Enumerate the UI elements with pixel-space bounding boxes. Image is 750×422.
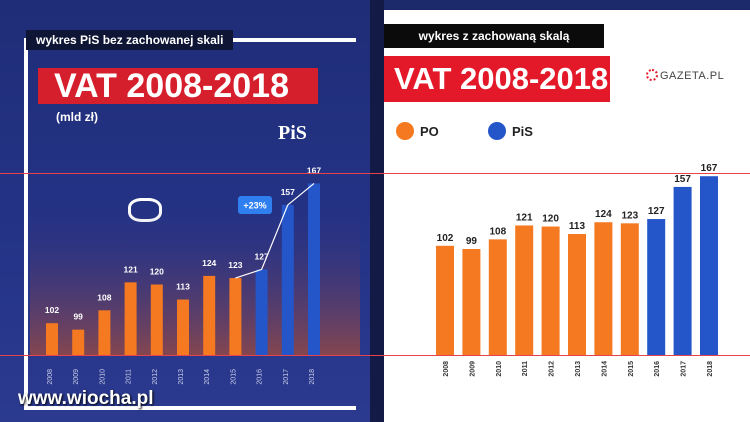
- right-bar-2016: [647, 219, 666, 355]
- right-value-label-2013: 113: [569, 221, 586, 232]
- right-chart: 102 2008 99 2009 108 2010 121 2011 120 2012 113 201…: [436, 163, 718, 377]
- right-value-label-2018: 167: [701, 163, 718, 174]
- right-bar-2010: [488, 239, 507, 355]
- guide-line-top: [0, 173, 750, 174]
- left-value-label-2018: 167: [307, 165, 321, 175]
- right-bar-2014: [594, 222, 613, 355]
- right-year-label-2017: 2017: [681, 361, 688, 377]
- left-bar-2014: [203, 275, 216, 355]
- left-bar-2018: [308, 183, 320, 355]
- left-value-label-2014: 124: [202, 258, 216, 268]
- left-year-label-2012: 2012: [152, 369, 159, 385]
- right-value-label-2010: 108: [489, 226, 506, 237]
- panel-divider: [370, 0, 384, 422]
- right-tag: wykres z zachowaną skalą: [384, 24, 604, 48]
- right-year-label-2010: 2010: [496, 361, 503, 377]
- left-year-label-2013: 2013: [178, 369, 185, 385]
- left-bar-2008: [46, 323, 58, 355]
- growth-badge-label: +23%: [243, 201, 266, 211]
- right-bar-2015: [620, 223, 639, 355]
- left-bar-2012: [150, 284, 163, 355]
- watermark: www.wiocha.pl: [18, 388, 154, 409]
- right-year-label-2016: 2016: [654, 361, 661, 377]
- right-value-label-2015: 123: [621, 210, 638, 221]
- left-tag: wykres PiS bez zachowanej skali: [26, 30, 234, 50]
- left-year-label-2011: 2011: [126, 369, 133, 384]
- right-bar-2017: [673, 186, 692, 355]
- gazeta-logo-icon: [646, 69, 658, 81]
- right-value-label-2012: 120: [542, 214, 559, 225]
- left-bar-2009: [72, 329, 85, 355]
- right-year-label-2014: 2014: [601, 361, 608, 377]
- left-title: VAT 2008-2018: [38, 68, 318, 104]
- left-bar-2016: [255, 269, 268, 355]
- right-bar-2008: [436, 245, 454, 355]
- left-value-label-2010: 108: [97, 292, 111, 302]
- left-year-label-2018: 2018: [309, 369, 316, 385]
- left-bar-2013: [177, 299, 189, 355]
- left-value-label-2017: 157: [281, 187, 295, 197]
- left-year-label-2015: 2015: [230, 369, 237, 385]
- right-year-label-2012: 2012: [549, 361, 556, 377]
- guide-line-bottom: [0, 355, 750, 356]
- left-value-label-2013: 113: [176, 282, 190, 292]
- right-value-label-2009: 99: [466, 236, 478, 247]
- right-year-label-2015: 2015: [628, 361, 635, 377]
- legend-po-swatch: [396, 122, 414, 140]
- pis-logo: PiS: [278, 122, 307, 144]
- left-year-label-2017: 2017: [283, 369, 290, 385]
- right-year-label-2008: 2008: [443, 361, 450, 377]
- right-value-label-2014: 124: [595, 209, 612, 220]
- right-value-label-2011: 121: [516, 212, 533, 223]
- left-bar-2011: [124, 282, 137, 355]
- left-bar-2015: [229, 278, 242, 355]
- right-bar-2018: [700, 176, 718, 355]
- legend-po-label: PO: [420, 124, 439, 139]
- left-year-label-2010: 2010: [99, 369, 106, 385]
- right-year-label-2011: 2011: [522, 361, 529, 376]
- right-bar-2012: [541, 226, 560, 355]
- right-bar-2011: [515, 225, 534, 355]
- left-value-label-2015: 123: [228, 260, 242, 270]
- right-year-label-2013: 2013: [575, 361, 582, 377]
- right-value-label-2016: 127: [648, 206, 665, 217]
- left-value-label-2011: 121: [124, 264, 138, 274]
- left-value-label-2012: 120: [150, 267, 164, 277]
- left-unit: (mld zł): [56, 110, 98, 124]
- left-year-label-2014: 2014: [204, 369, 211, 385]
- left-year-label-2016: 2016: [257, 369, 264, 385]
- right-value-label-2017: 157: [674, 174, 691, 185]
- left-value-label-2008: 102: [45, 305, 59, 315]
- right-year-label-2018: 2018: [707, 361, 714, 377]
- left-year-label-2008: 2008: [47, 369, 54, 385]
- left-year-label-2009: 2009: [73, 369, 80, 385]
- growth-badge: [238, 196, 272, 214]
- legend-pis-swatch: [488, 122, 506, 140]
- right-year-label-2009: 2009: [469, 361, 476, 377]
- legend-pis-label: PiS: [512, 124, 533, 139]
- left-chart: 102 2008 99 2009 108 2010 121 2011 120 2012 113 201…: [30, 165, 360, 385]
- gazeta-brand: GAZETA.PL: [660, 70, 725, 82]
- right-value-label-2008: 102: [437, 233, 454, 244]
- left-chart-glow: [30, 200, 360, 355]
- left-bar-2010: [98, 310, 111, 355]
- right-bar-2009: [462, 249, 481, 355]
- left-bar-2017: [281, 204, 294, 355]
- left-value-label-2016: 127: [255, 251, 269, 261]
- left-value-label-2009: 99: [73, 312, 83, 322]
- right-bar-2013: [568, 234, 586, 355]
- right-title: VAT 2008-2018: [384, 56, 610, 102]
- left-trend-line: [235, 182, 315, 279]
